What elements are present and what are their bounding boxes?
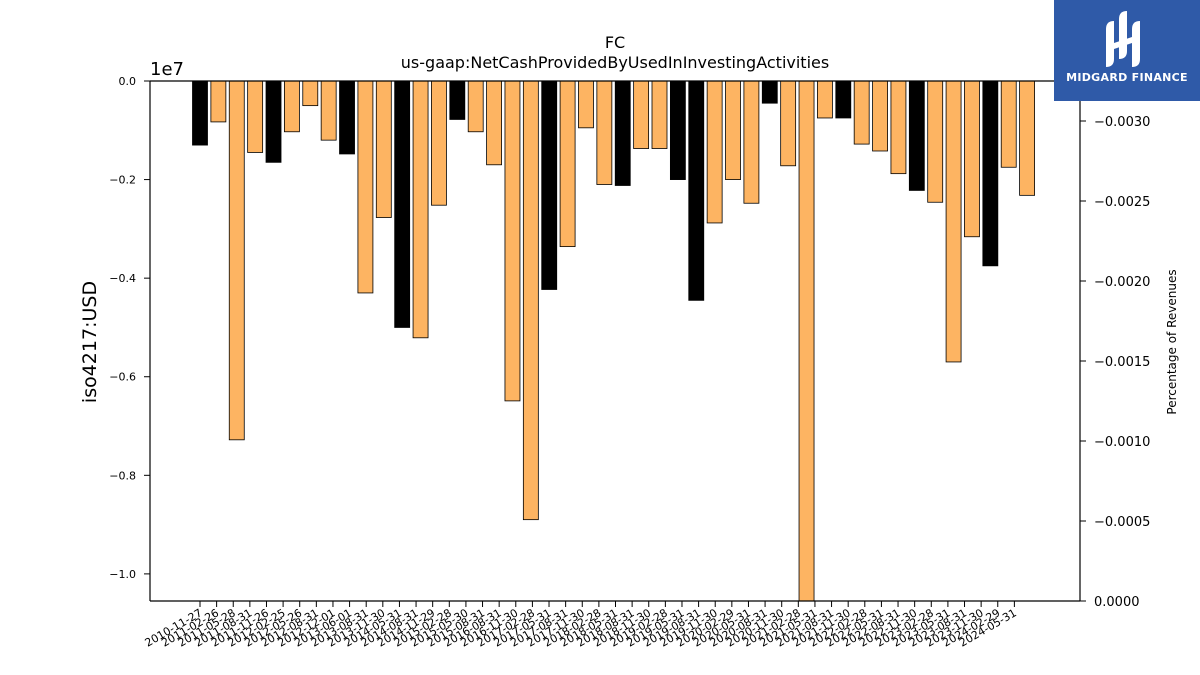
- y2-tick-label: 0.0000: [1094, 595, 1140, 610]
- bar-2014-05-31: [412, 80, 429, 339]
- bar-2012-02-25: [283, 80, 300, 133]
- bar-2020-02-29: [780, 80, 797, 167]
- y-axis-offset-label: 1e7: [150, 59, 184, 80]
- bar-2019-02-28: [706, 80, 723, 224]
- bar-2011-05-28: [228, 80, 245, 441]
- y-tick-label: −0.4: [109, 272, 136, 285]
- bar-2013-06-01: [357, 80, 374, 294]
- brand-logo: MIDGARD FINANCE: [1054, 0, 1200, 101]
- y-tick-label: 0.0: [119, 75, 137, 88]
- bar-2017-11-30: [614, 80, 631, 186]
- bar-2014-08-31: [431, 80, 447, 206]
- y-ticks-group: 0.0 −0.2 −0.4 −0.6 −0.8 −1.0: [109, 75, 150, 581]
- bar-2020-11-30: [835, 80, 852, 119]
- bar-2013-08-31: [375, 80, 392, 218]
- bar-2015-05-30: [486, 80, 502, 166]
- bar-2018-05-31: [651, 80, 668, 149]
- bar-2022-05-31: [945, 80, 962, 363]
- y2-tick-label: −0.0005: [1094, 515, 1150, 530]
- bar-2012-12-01: [339, 80, 355, 155]
- y-tick-label: −1.0: [109, 568, 136, 581]
- bar-2020-08-31: [817, 80, 833, 119]
- y2-tick-label: −0.0025: [1094, 195, 1150, 210]
- bar-2017-08-31: [596, 80, 613, 185]
- y2-tick-label: −0.0010: [1094, 435, 1150, 450]
- bar-2021-08-31: [890, 80, 907, 175]
- bar-2017-02-28: [559, 80, 576, 248]
- x-ticks-group: 2010-11-272011-02-262011-05-282011-08-31…: [143, 601, 1019, 650]
- bar-2019-08-31: [743, 80, 760, 204]
- chart-title: FC: [605, 33, 625, 52]
- bar-2020-05-31: [798, 80, 815, 602]
- y-tick-label: −0.8: [109, 469, 136, 482]
- bars-group: [192, 80, 1035, 602]
- bar-2016-11-30: [541, 80, 558, 290]
- bar-2015-02-28: [467, 80, 484, 133]
- brand-logo-text: MIDGARD FINANCE: [1066, 71, 1188, 84]
- midgard-logo-icon: [1106, 11, 1140, 67]
- bar-2021-11-30: [908, 80, 925, 191]
- y-tick-label: −0.6: [109, 371, 136, 384]
- bar-2022-11-30: [982, 80, 999, 267]
- bar-2015-08-31: [504, 80, 521, 402]
- bar-2019-05-31: [725, 80, 741, 180]
- bar-2014-11-29: [449, 80, 466, 120]
- y-axis-label: iso4217:USD: [79, 281, 101, 403]
- chart-subtitle: us-gaap:NetCashProvidedByUsedInInvesting…: [401, 53, 829, 72]
- y2-tick-label: −0.0015: [1094, 355, 1150, 370]
- bar-2011-08-31: [247, 80, 264, 153]
- bar-2012-05-26: [302, 80, 319, 107]
- bar-2019-11-30: [761, 80, 778, 104]
- bar-2018-11-30: [688, 80, 705, 301]
- bar-2021-05-31: [872, 80, 888, 152]
- y2-tick-label: −0.0020: [1094, 275, 1150, 290]
- bar-2013-11-30: [394, 80, 411, 328]
- y2-ticks-group: −0.0030 −0.0025 −0.0020 −0.0015 −0.0010 −0.00…: [1080, 115, 1150, 610]
- bar-2022-02-28: [927, 80, 944, 203]
- bar-2022-08-31: [964, 80, 980, 238]
- bar-2021-02-28: [853, 80, 870, 145]
- bar-2023-02-28: [1000, 80, 1017, 168]
- bar-2016-08-31: [522, 80, 539, 521]
- bar-2011-11-26: [265, 80, 282, 163]
- bar-2010-11-27: [192, 80, 208, 146]
- y2-tick-label: −0.0030: [1094, 115, 1150, 130]
- bar-2011-02-26: [210, 80, 227, 123]
- y-tick-label: −0.2: [109, 174, 136, 187]
- y2-axis-label: Percentage of Revenues: [1165, 269, 1179, 414]
- bar-2018-02-28: [633, 80, 650, 149]
- bar-2023-05-31: [1019, 80, 1035, 196]
- bar-2017-05-31: [578, 80, 594, 129]
- bar-2012-08-31: [320, 80, 337, 141]
- bar-2018-08-31: [669, 80, 686, 180]
